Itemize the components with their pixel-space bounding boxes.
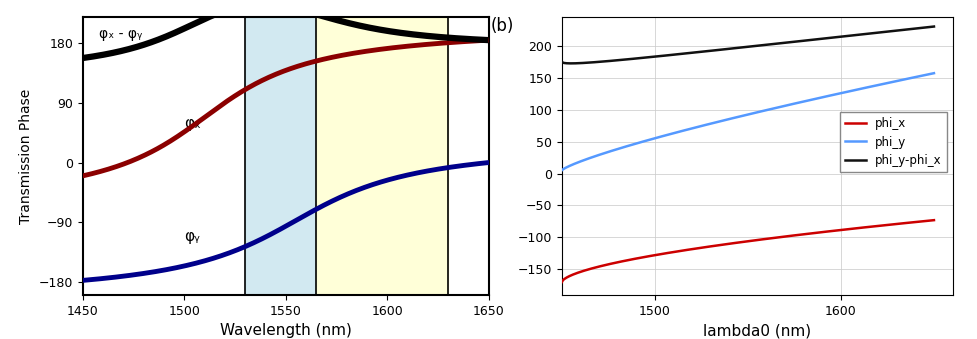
Legend: phi_x, phi_y, phi_y-phi_x: phi_x, phi_y, phi_y-phi_x [840,112,947,172]
Text: φₓ: φₓ [185,116,201,131]
X-axis label: lambda0 (nm): lambda0 (nm) [703,323,811,338]
Text: φₓ - φᵧ: φₓ - φᵧ [100,27,143,41]
Bar [317,17,448,295]
Text: φᵧ: φᵧ [185,229,200,244]
Y-axis label: Transmission Phase: Transmission Phase [20,88,33,223]
Bar [245,17,317,295]
X-axis label: Wavelength (nm): Wavelength (nm) [220,323,352,338]
Text: (b): (b) [490,17,514,35]
